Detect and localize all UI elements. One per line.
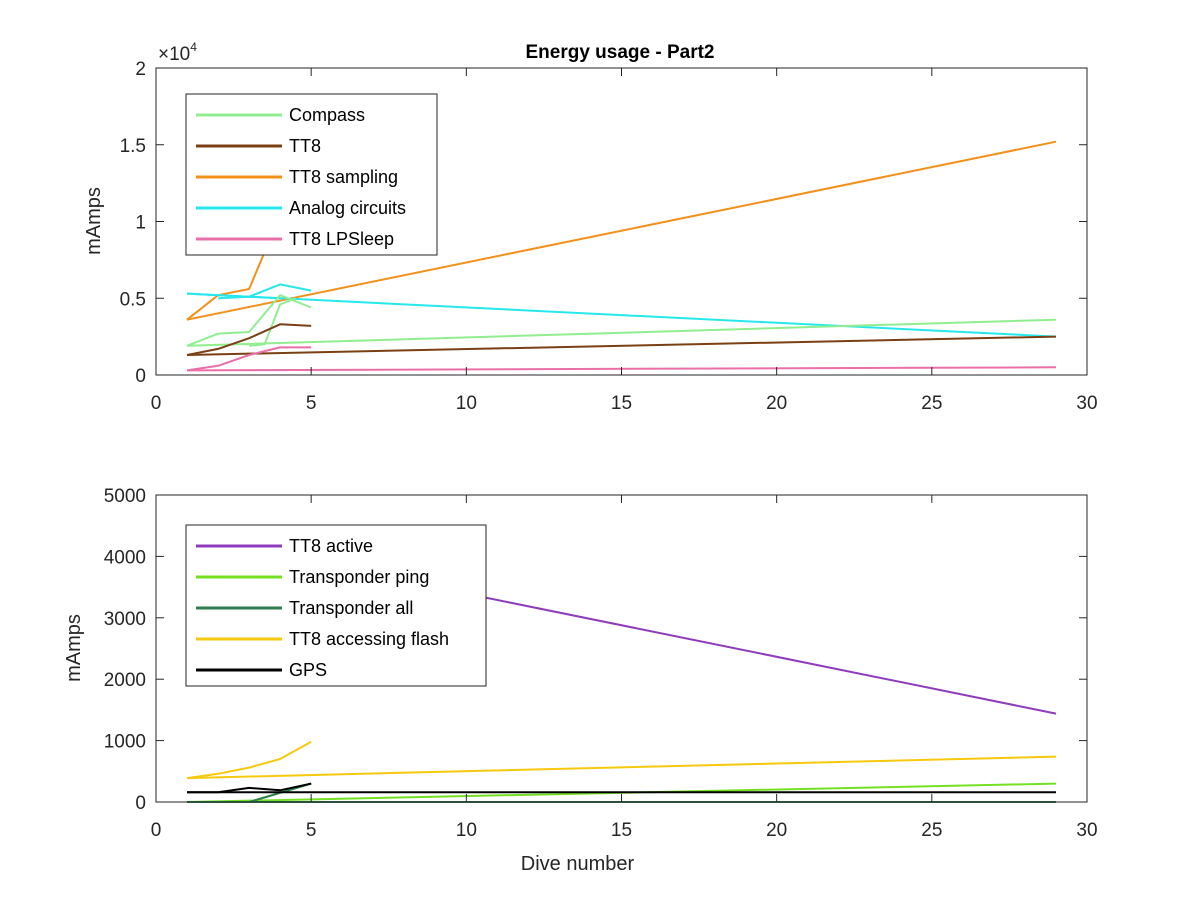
- y-tick-label: 2000: [104, 670, 146, 691]
- legend-box: [185, 524, 487, 687]
- y-tick-label: 0: [135, 366, 146, 387]
- legend-entry: Compass: [289, 105, 365, 125]
- y-tick-label: 3000: [104, 609, 146, 630]
- y-tick-label: 0: [135, 793, 146, 814]
- x-tick-label: 15: [611, 393, 632, 414]
- series-line: [186, 323, 312, 356]
- y-tick-label: 5000: [104, 486, 146, 507]
- top-chart-y-exponent: ×104: [158, 40, 197, 65]
- series-line: [186, 140, 1057, 321]
- legend-entry: Analog circuits: [289, 198, 406, 218]
- series-line: [186, 755, 1057, 780]
- legend-entry: TT8 LPSleep: [289, 229, 394, 249]
- series-line: [186, 292, 1057, 338]
- x-tick-label: 30: [1076, 820, 1097, 841]
- x-tick-label: 10: [456, 393, 477, 414]
- series-line: [484, 596, 1057, 715]
- y-exponent-base: ×10: [158, 44, 190, 65]
- y-tick-label: 1000: [104, 732, 146, 753]
- x-tick-label: 25: [921, 820, 942, 841]
- top-chart-y-axis-label: mAmps: [83, 187, 105, 255]
- y-tick-label: 1.5: [120, 136, 146, 157]
- x-tick-label: 20: [766, 393, 787, 414]
- series-line: [186, 283, 312, 298]
- series-line: [249, 297, 296, 347]
- series-line: [186, 251, 266, 321]
- x-tick-label: 0: [151, 820, 162, 841]
- legend-entry: TT8 accessing flash: [289, 629, 449, 649]
- top-chart-ticks: 0 5 10 15 20 25 30 0 0.5 1 1.5 2: [120, 59, 1098, 414]
- x-tick-label: 10: [456, 820, 477, 841]
- bottom-chart-y-axis-label: mAmps: [63, 614, 85, 682]
- bottom-chart-legend: TT8 active Transponder ping Transponder al…: [185, 524, 487, 687]
- legend-entry: Transponder ping: [289, 567, 429, 587]
- series-line: [186, 740, 312, 780]
- x-tick-label: 5: [306, 393, 317, 414]
- legend-entry: Transponder all: [289, 598, 413, 618]
- series-line: [186, 335, 1057, 356]
- y-tick-label: 2: [135, 59, 146, 80]
- x-tick-label: 20: [766, 820, 787, 841]
- y-tick-label: 0.5: [120, 289, 146, 310]
- legend-box: [185, 93, 438, 256]
- legend-entry: TT8 sampling: [289, 167, 398, 187]
- x-tick-label: 30: [1076, 393, 1097, 414]
- top-chart: 0 5 10 15 20 25 30 0 0.5 1 1.5 2 mAmps ×104 Compass…: [83, 40, 1098, 414]
- x-tick-label: 0: [151, 393, 162, 414]
- series-line: [187, 782, 312, 794]
- x-tick-label: 5: [306, 820, 317, 841]
- series-line: [186, 318, 1057, 347]
- bottom-chart-ticks: 0 5 10 15 20 25 30 0 1000 2000 3000 4000 5000: [104, 486, 1098, 841]
- x-tick-label: 15: [611, 820, 632, 841]
- y-tick-label: 4000: [104, 547, 146, 568]
- legend-entry: TT8: [289, 136, 321, 156]
- figure-title: Energy usage - Part2: [525, 42, 714, 63]
- y-tick-label: 1: [135, 213, 146, 234]
- y-exponent-power: 4: [190, 40, 197, 54]
- top-chart-legend: Compass TT8 TT8 sampling Analog circuits TT8…: [185, 93, 438, 256]
- legend-entry: TT8 active: [289, 536, 373, 556]
- legend-entry: GPS: [289, 660, 327, 680]
- series-line: [218, 295, 281, 300]
- x-tick-label: 25: [921, 393, 942, 414]
- top-chart-series: [186, 140, 1057, 372]
- bottom-chart-x-axis-label: Dive number: [521, 853, 635, 875]
- series-line: [186, 346, 312, 372]
